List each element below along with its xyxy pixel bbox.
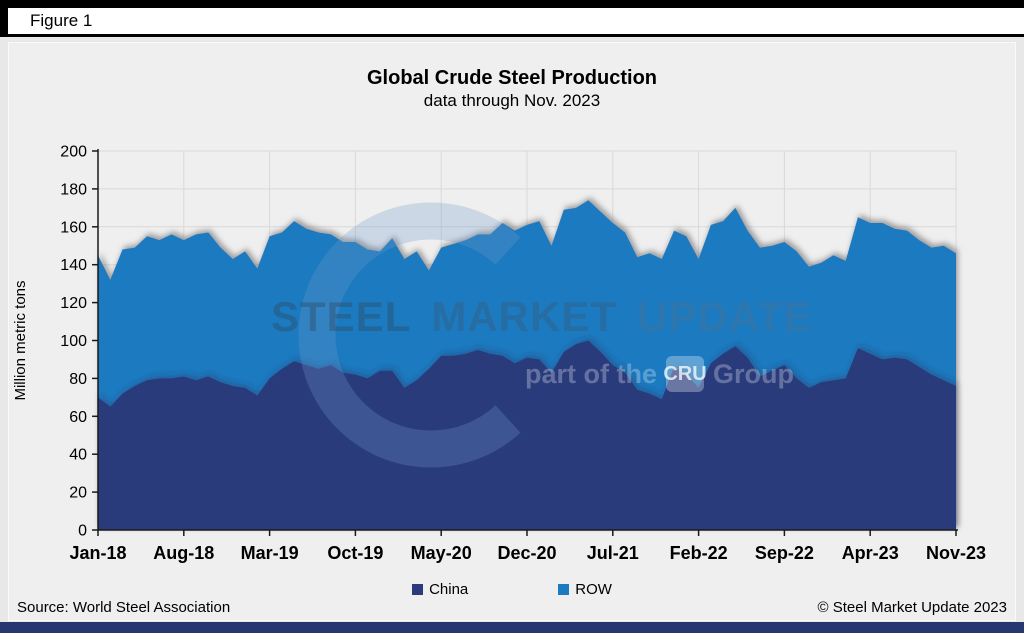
y-tick-label: 200 bbox=[60, 144, 87, 161]
source-note: Source: World Steel Association bbox=[17, 599, 231, 616]
x-tick-label: Mar-19 bbox=[241, 543, 299, 563]
chart-subtitle: data through Nov. 2023 bbox=[423, 91, 601, 110]
area-china bbox=[98, 340, 956, 530]
y-tick-label: 0 bbox=[78, 523, 87, 540]
y-tick-label: 20 bbox=[69, 485, 87, 502]
chart-box: Global Crude Steel Production data throu… bbox=[8, 42, 1016, 621]
x-tick-label: Jul-21 bbox=[587, 543, 639, 563]
figure-label: Figure 1 bbox=[30, 11, 93, 30]
legend-item-china: China bbox=[412, 581, 468, 598]
stacked-area-chart: 0 20 40 60 80 100 120 140 160 180 200 Jan-18 Aug-18 M… bbox=[12, 144, 986, 564]
header-underline bbox=[0, 34, 1024, 37]
legend-item-row: ROW bbox=[558, 581, 612, 598]
x-tick-label: Sep-22 bbox=[755, 543, 814, 563]
top-black-bar bbox=[0, 0, 1024, 8]
x-tick-label: Oct-19 bbox=[327, 543, 383, 563]
x-tick-label: Aug-18 bbox=[153, 543, 214, 563]
x-tick-label: Jan-18 bbox=[69, 543, 126, 563]
china-swatch-icon bbox=[412, 584, 424, 595]
y-axis-title: Million metric tons bbox=[12, 280, 29, 400]
x-tick-label: Nov-23 bbox=[926, 543, 986, 563]
row-swatch-icon bbox=[558, 584, 570, 595]
x-tick-label: May-20 bbox=[411, 543, 472, 563]
figure-header: Figure 1 bbox=[0, 8, 1024, 34]
y-tick-label: 60 bbox=[69, 409, 87, 426]
y-tick-label: 140 bbox=[60, 257, 87, 274]
chart-title: Global Crude Steel Production bbox=[366, 67, 658, 89]
y-tick-label: 180 bbox=[60, 181, 87, 198]
x-tick-label: Feb-22 bbox=[670, 543, 728, 563]
y-tick-label: 160 bbox=[60, 219, 87, 236]
legend-label-china: China bbox=[429, 581, 469, 598]
x-tick-label: Dec-20 bbox=[497, 543, 556, 563]
chart-legend: China ROW bbox=[9, 581, 1015, 598]
legend-label-row: ROW bbox=[575, 581, 612, 598]
y-tick-label: 100 bbox=[60, 333, 87, 350]
y-tick-label: 40 bbox=[69, 447, 87, 464]
bottom-navy-strip bbox=[0, 622, 1024, 633]
y-tick-label: 80 bbox=[69, 371, 87, 388]
y-tick-label: 120 bbox=[60, 295, 87, 312]
copyright-note: © Steel Market Update 2023 bbox=[817, 599, 1008, 616]
x-tick-label: Apr-23 bbox=[842, 543, 899, 563]
